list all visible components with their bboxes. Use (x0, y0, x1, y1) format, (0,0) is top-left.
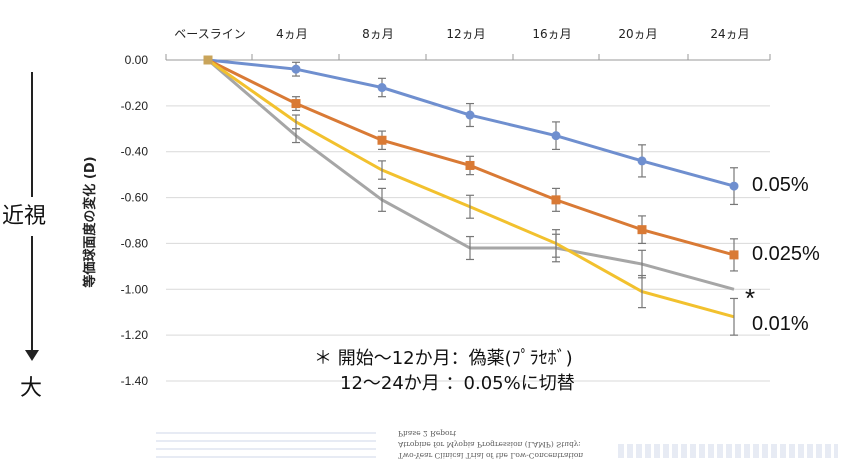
x-tick-label: 16ヵ月 (532, 27, 571, 41)
citation-blurred-right (618, 444, 838, 458)
myopia-label: 近視 (2, 204, 47, 229)
data-point (551, 195, 561, 205)
x-tick-label: 24ヵ月 (710, 27, 749, 41)
y-tick-label: -0.60 (121, 191, 149, 205)
placebo-note-line2: 12〜24か月 ：0.05%に切替 (340, 373, 575, 394)
y-tick-label: -0.20 (121, 99, 149, 113)
series-label: 0.01% (752, 313, 809, 335)
data-point (637, 156, 647, 166)
x-tick-label: 20ヵ月 (618, 27, 657, 41)
series-label: 0.05% (752, 174, 809, 196)
y-axis-label: 等価球面度の変化 (D) (82, 156, 98, 288)
data-point (377, 135, 387, 145)
data-point (551, 131, 561, 141)
data-point (729, 181, 739, 191)
series-label: 0.025% (752, 243, 820, 265)
citation-blurred-left (156, 428, 376, 458)
y-tick-label: -1.40 (121, 374, 149, 388)
y-tick-label: 0.00 (125, 53, 149, 67)
progression-arrow (31, 72, 33, 197)
series-line (207, 58, 735, 257)
data-point (291, 64, 301, 74)
data-point (291, 99, 301, 109)
x-tick-label: ベースライン (174, 27, 245, 41)
citation-line2: Atropine for Myopia Progression (LAMP) S… (398, 440, 581, 449)
data-point (377, 83, 387, 93)
citation-line1: Two-Year Clinical Trial of the Low-Conce… (398, 451, 584, 460)
series-label: * (745, 283, 755, 313)
data-point (465, 110, 475, 120)
data-point (729, 250, 739, 260)
x-tick-label: 4ヵ月 (276, 27, 308, 41)
arrow-head-icon (25, 350, 39, 361)
large-label: 大 (20, 376, 43, 401)
y-tick-label: -0.40 (121, 145, 149, 159)
x-tick-label: 12ヵ月 (446, 27, 485, 41)
x-tick-label: 8ヵ月 (362, 27, 394, 41)
progression-arrow-lower (31, 236, 33, 354)
data-point (465, 160, 475, 170)
data-point (637, 225, 647, 235)
citation-line3: Phase 2 Report (398, 429, 457, 438)
baseline-point (203, 55, 213, 65)
placebo-note-line1: ＊ 開始〜12か月：偽薬(ﾌﾟﾗｾﾎﾞ) (314, 348, 573, 369)
y-tick-label: -0.80 (121, 236, 149, 250)
y-tick-label: -1.00 (121, 282, 149, 296)
y-tick-label: -1.20 (121, 328, 149, 342)
